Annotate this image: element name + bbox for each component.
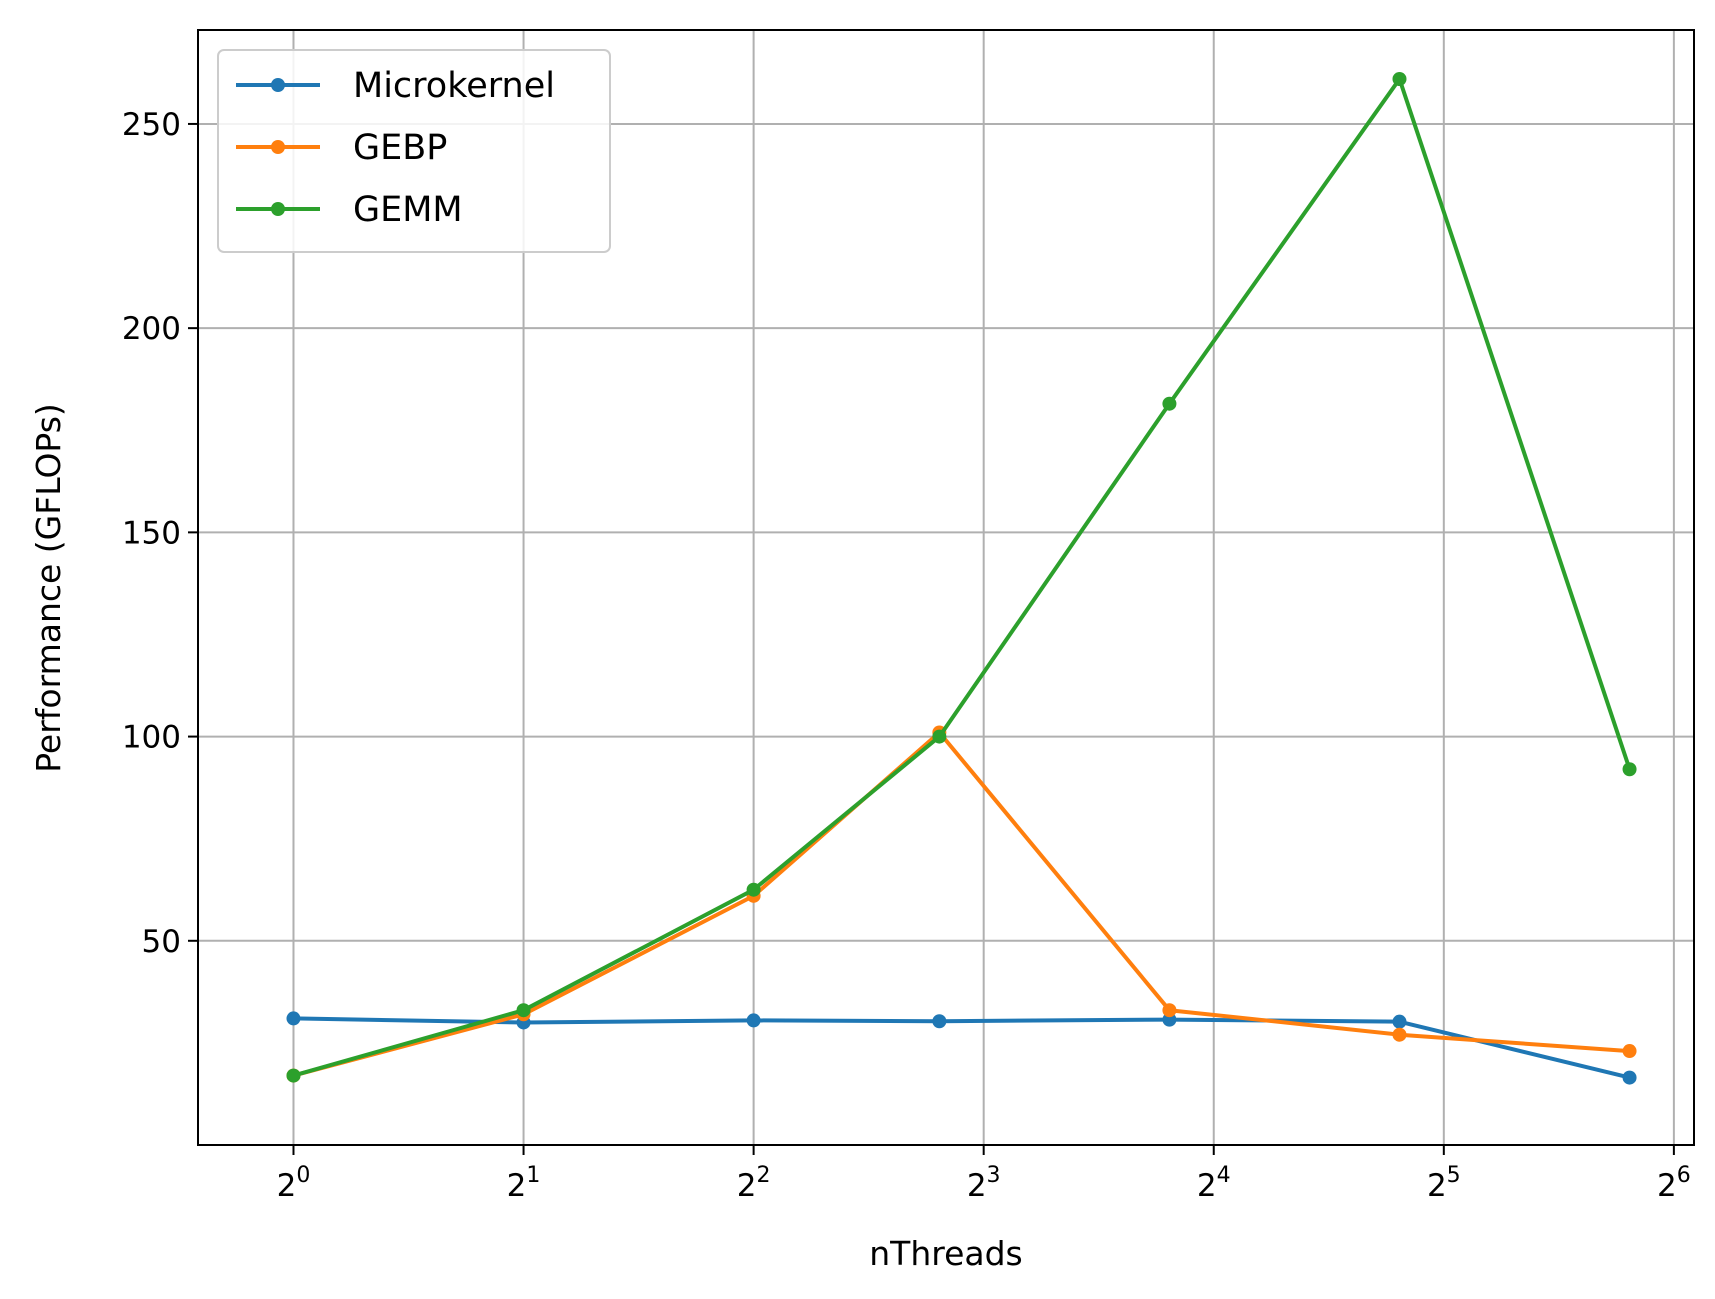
x-tick-label: 23 [967,1163,1001,1204]
x-axis-label: nThreads [869,1234,1023,1273]
y-tick-label: 250 [122,107,181,143]
y-tick-label: 150 [122,515,181,551]
legend-entry-gebp: GEBP [236,128,447,168]
data-point-gebp [1622,1044,1637,1059]
data-point-microkernel [932,1014,947,1029]
axis-ticks: 20 21 22 23 24 25 26 50 100 150 200 250 [122,107,1691,1204]
data-point-gebp [1392,1027,1407,1042]
data-point-microkernel [1392,1014,1407,1029]
x-tick-label: 26 [1657,1163,1691,1204]
legend-swatch-marker [271,140,285,154]
legend-swatch-marker [271,78,285,92]
y-tick-label: 50 [142,924,181,960]
x-tick-label: 25 [1427,1163,1461,1204]
grid-lines [198,30,1694,1145]
data-point-microkernel [746,1013,761,1028]
data-point-gemm [932,729,947,744]
data-point-gemm [516,1003,531,1018]
data-point-gemm [1392,72,1407,87]
legend-label: GEMM [353,190,463,230]
data-point-microkernel [1622,1070,1637,1085]
data-point-gemm [746,882,761,897]
y-axis-label: Performance (GFLOPs) [29,403,68,773]
x-tick-label: 21 [507,1163,541,1204]
series-layer [286,72,1637,1085]
series-gemm [286,72,1637,1083]
legend-box [217,49,611,253]
data-point-gemm [1162,396,1177,411]
data-point-gemm [286,1068,301,1083]
x-tick-label: 20 [277,1163,311,1204]
y-tick-label: 200 [122,311,181,347]
legend-entry-microkernel: Microkernel [236,66,555,106]
plot-frame [197,29,1695,1146]
legend: Microkernel GEBP GEMM [217,49,611,253]
legend-label: Microkernel [353,66,555,106]
data-point-gemm [1622,762,1637,777]
series-microkernel [286,1011,1637,1085]
data-point-gebp [1162,1003,1177,1018]
legend-entry-gemm: GEMM [236,190,463,230]
x-tick-label: 22 [737,1163,771,1204]
data-point-microkernel [286,1011,301,1026]
legend-swatch-marker [271,202,285,216]
y-tick-label: 100 [122,720,181,756]
x-tick-label: 24 [1197,1163,1231,1204]
legend-label: GEBP [353,128,447,168]
